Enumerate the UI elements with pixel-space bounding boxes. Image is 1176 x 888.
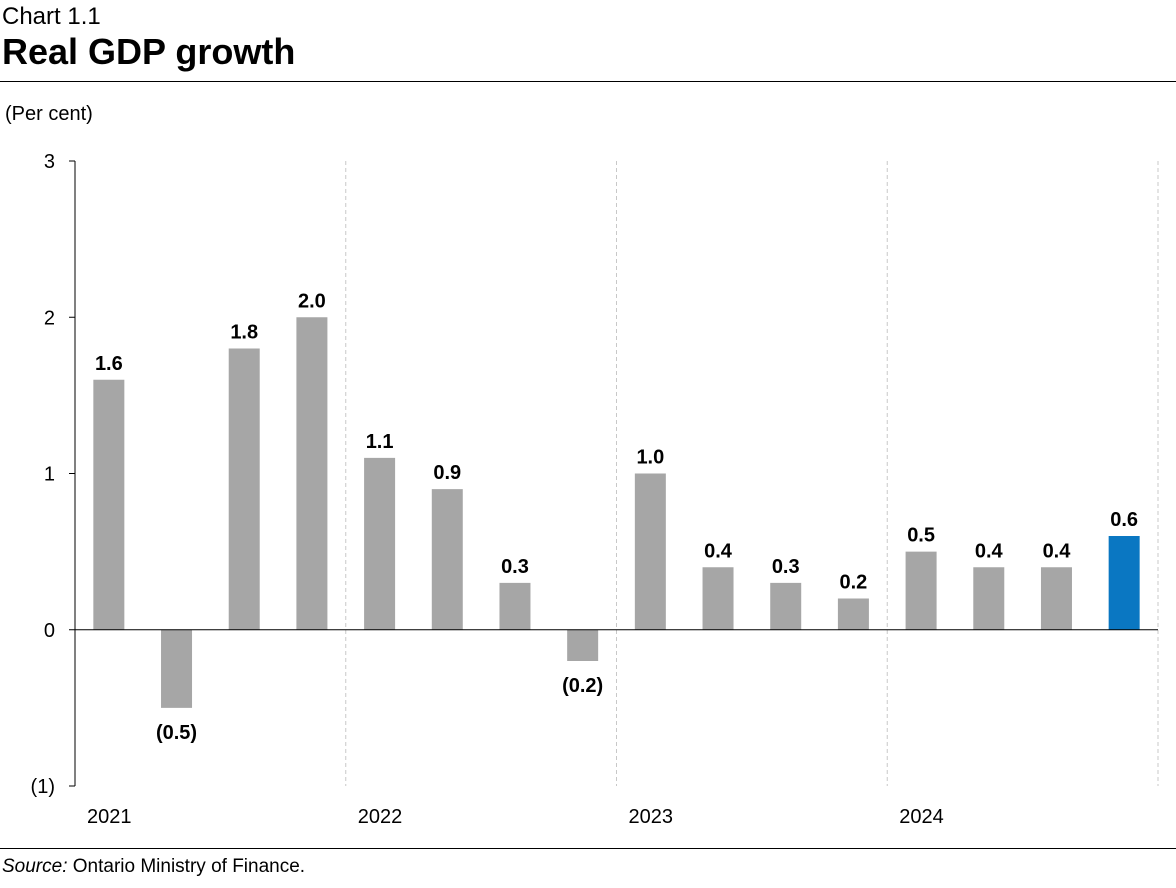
year-separator-gridlines — [345, 161, 1159, 786]
data-label-2024Q2: 0.4 — [975, 540, 1004, 562]
source-divider — [0, 848, 1176, 849]
data-label-2021Q3: 1.8 — [230, 322, 258, 344]
data-label-2023Q4: 0.2 — [840, 572, 868, 594]
bar-2024Q3 — [1040, 567, 1072, 630]
bar-2023Q4 — [837, 598, 869, 630]
bar-2021Q2 — [161, 629, 193, 708]
bar-2021Q4 — [296, 317, 328, 630]
data-label-2021Q1: 1.6 — [95, 353, 123, 375]
bar-2022Q3 — [499, 582, 531, 630]
data-label-2024Q3: 0.4 — [1043, 540, 1072, 562]
x-year-label-2021: 2021 — [87, 806, 132, 828]
y-tick-label: (1) — [31, 776, 55, 798]
y-tick-label: 2 — [44, 307, 55, 329]
data-label-2024Q1: 0.5 — [907, 525, 935, 547]
chart-number: Chart 1.1 — [2, 3, 101, 30]
y-tick-label: 1 — [44, 464, 55, 486]
data-label-2022Q4: (0.2) — [562, 675, 603, 697]
bar-2023Q2 — [702, 567, 734, 630]
x-year-label-2023: 2023 — [629, 806, 674, 828]
source-note: Source: Ontario Ministry of Finance. — [2, 855, 305, 879]
data-label-2022Q1: 1.1 — [366, 431, 394, 453]
bar-2022Q1 — [364, 457, 396, 630]
data-label-2023Q2: 0.4 — [704, 540, 733, 562]
data-label-2023Q3: 0.3 — [772, 556, 800, 578]
data-label-2023Q1: 1.0 — [636, 447, 664, 469]
bar-2022Q2 — [431, 489, 463, 630]
bar-2023Q1 — [634, 473, 666, 630]
bar-2024Q1 — [905, 551, 937, 630]
bar-2023Q3 — [770, 582, 802, 630]
chart-title: Real GDP growth — [2, 31, 296, 72]
data-label-2021Q2: (0.5) — [156, 722, 197, 744]
data-labels: 1.6 (0.5) 1.8 2.0 1.1 0.9 0.3 (0.2) 1.0 0.4 0.3 0.2… — [95, 290, 1138, 744]
x-year-label-2024: 2024 — [899, 806, 944, 828]
y-tick-label: 0 — [44, 620, 55, 642]
bar-series — [93, 317, 1140, 708]
bar-2024Q4 — [1108, 536, 1140, 630]
source-text: Ontario Ministry of Finance. — [67, 856, 306, 877]
axes: (1) 0 1 2 3 2021 2022 2023 2024 — [31, 151, 1158, 828]
y-axis-unit-label: (Per cent) — [5, 103, 93, 125]
y-tick-label: 3 — [44, 151, 55, 173]
bar-2022Q4 — [567, 629, 599, 661]
bar-2021Q3 — [228, 348, 260, 630]
bar-2024Q2 — [973, 567, 1005, 630]
title-divider — [0, 81, 1176, 82]
data-label-2022Q2: 0.9 — [433, 462, 461, 484]
data-label-2024Q4: 0.6 — [1110, 509, 1138, 531]
data-label-2021Q4: 2.0 — [298, 290, 326, 312]
data-label-2022Q3: 0.3 — [501, 556, 529, 578]
x-year-label-2022: 2022 — [358, 806, 403, 828]
source-label: Source: — [2, 856, 68, 877]
bar-2021Q1 — [93, 379, 125, 630]
